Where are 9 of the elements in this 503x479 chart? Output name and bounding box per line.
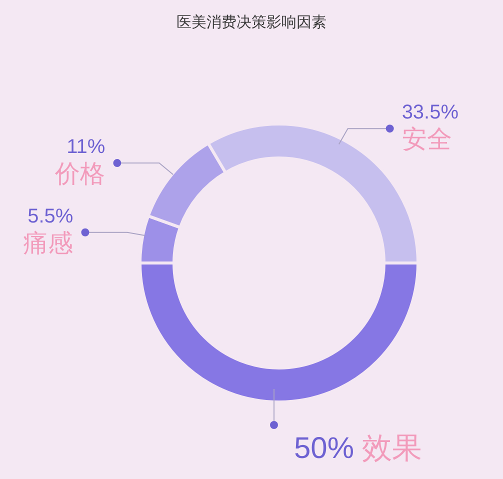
data-label: 5.5% bbox=[28, 205, 74, 228]
data-label: 11% bbox=[66, 136, 106, 158]
slice-label: 价格 bbox=[54, 160, 106, 188]
slice-label: 痛感 bbox=[23, 229, 74, 258]
data-label: 33.5% bbox=[402, 102, 459, 124]
slice-label: 效果 bbox=[362, 432, 422, 465]
chart-title: 医美消费决策影响因素 bbox=[176, 13, 328, 32]
data-label: 50% bbox=[294, 432, 354, 465]
slice-label: 安全 bbox=[402, 126, 452, 154]
